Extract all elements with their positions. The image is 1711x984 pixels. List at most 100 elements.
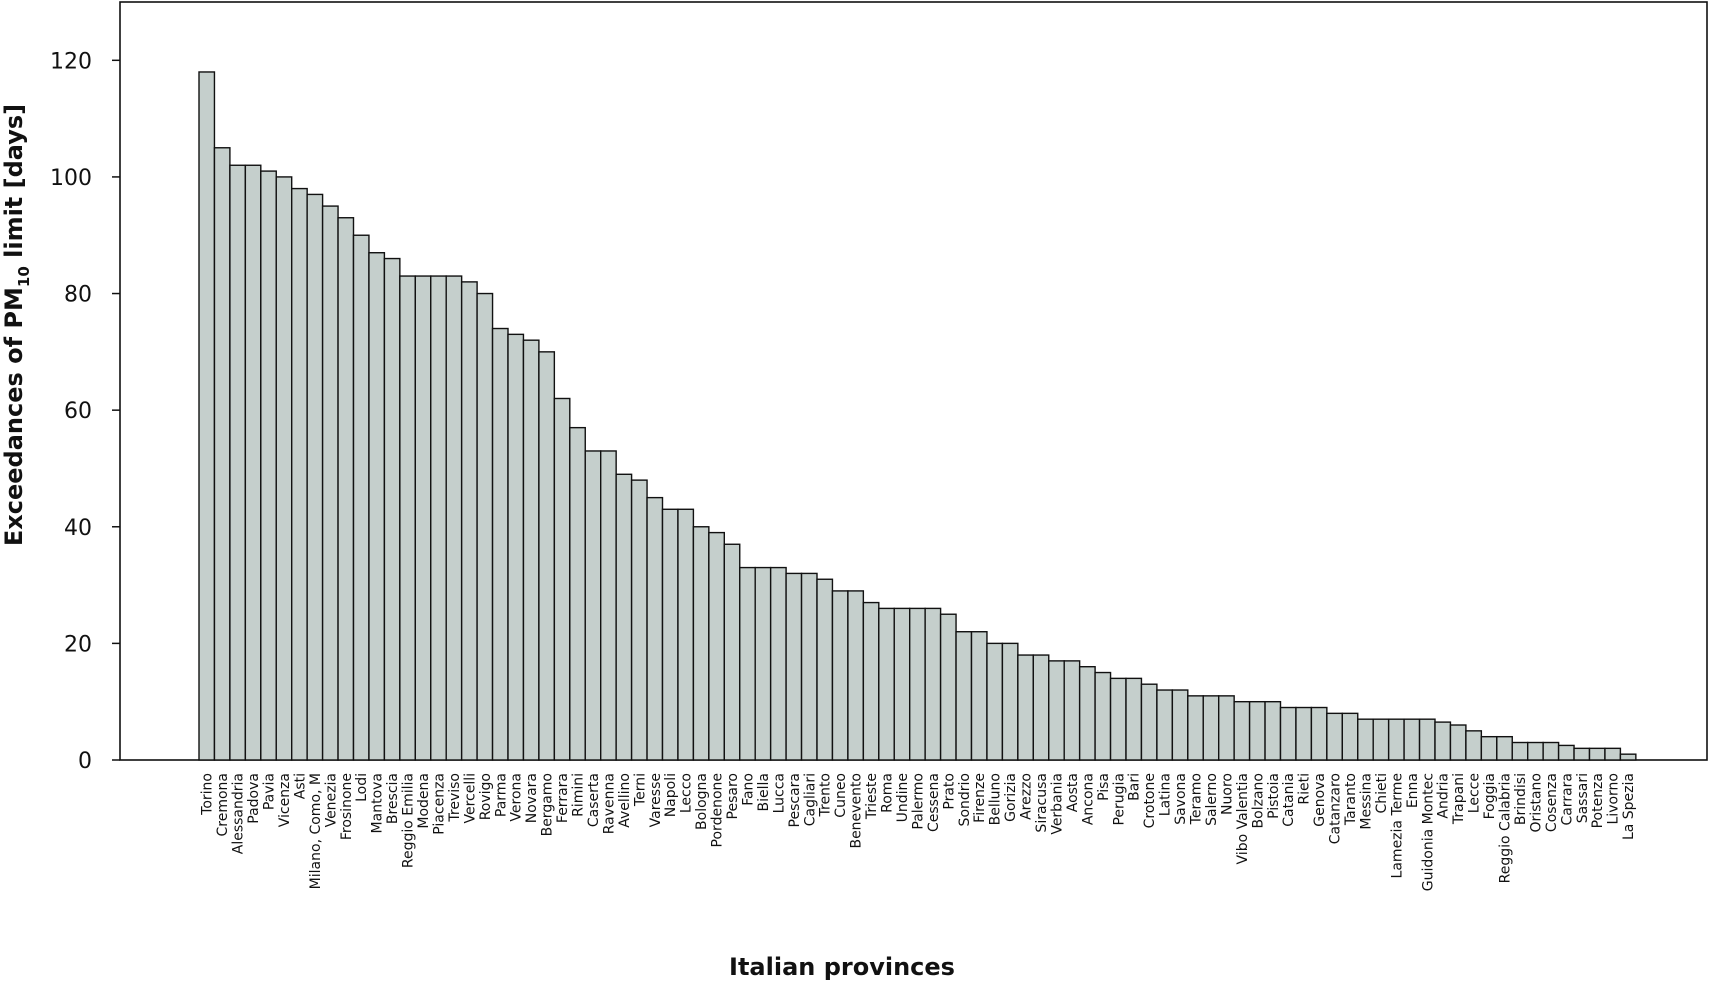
x-category-label: Caserta	[586, 773, 602, 827]
bar-prato	[939, 613, 957, 761]
bar-parma	[491, 327, 509, 761]
bar-cosenza	[1542, 741, 1560, 761]
bar-biella	[754, 566, 772, 761]
x-category-label: Modena	[416, 773, 432, 829]
x-category-label: La Spezia	[1621, 773, 1637, 840]
x-category-label: Rovigo	[478, 773, 494, 820]
bar-terni	[630, 479, 648, 761]
x-category-label: Taranto	[1343, 773, 1359, 826]
x-category-label: Padova	[246, 773, 262, 824]
bar-genova	[1310, 706, 1328, 761]
bar-pesaro	[723, 543, 741, 761]
x-category-label: Lecco	[679, 773, 695, 813]
x-category-label: Catanzaro	[1328, 773, 1344, 844]
y-tick-label: 120	[50, 49, 92, 74]
x-category-label: Ravenna	[601, 773, 617, 834]
bar-chieti	[1372, 718, 1390, 761]
x-category-label: Vibo Valentia	[1235, 773, 1251, 864]
y-tick-label: 80	[64, 283, 92, 308]
bar-fano	[739, 566, 756, 761]
x-category-label: Catania	[1281, 773, 1297, 827]
x-category-label: Verona	[509, 773, 525, 822]
x-category-label: Terni	[632, 773, 648, 807]
bar-cessena	[924, 607, 942, 761]
x-category-label: Alessandria	[231, 773, 247, 854]
x-category-label: Undine	[895, 773, 911, 822]
x-category-label: Fano	[740, 773, 756, 806]
bar-bergamo	[538, 351, 556, 761]
bar-savona	[1171, 689, 1189, 761]
bar-brescia	[383, 257, 401, 761]
bar-siracusa	[1032, 654, 1050, 761]
bar-salerno	[1202, 695, 1220, 761]
bar-pistoia	[1264, 700, 1282, 761]
bar-caserta	[584, 450, 602, 761]
x-category-label: Gorizia	[1003, 773, 1019, 822]
x-category-label: Enna	[1405, 773, 1421, 808]
bar-vercelli	[460, 281, 478, 761]
bar-cremona	[213, 147, 231, 761]
x-category-label: Savona	[1173, 773, 1189, 825]
y-tick-label: 60	[64, 399, 92, 424]
x-category-label: Rimini	[571, 773, 587, 817]
x-category-label: Varesse	[648, 773, 664, 827]
bar-la-spezia	[1619, 753, 1637, 761]
x-category-label: Roma	[880, 773, 896, 813]
bar-guidonia-montec	[1418, 718, 1436, 761]
bar-treviso	[445, 275, 463, 761]
bar-belluno	[986, 642, 1004, 761]
bar-novara	[522, 339, 540, 761]
x-category-label: Pescara	[787, 773, 803, 827]
bar-palermo	[909, 607, 926, 761]
bar-oristano	[1526, 741, 1544, 761]
bar-frosinone	[337, 217, 355, 761]
bar-ancona	[1078, 666, 1096, 761]
bar-benevento	[847, 590, 865, 761]
x-category-label: Potenza	[1590, 773, 1606, 828]
bar-asti	[291, 187, 308, 761]
x-category-label: Bari	[1127, 773, 1143, 801]
x-category-label: Treviso	[447, 773, 463, 823]
x-category-label: Trapani	[1451, 773, 1467, 825]
bar-firenze	[970, 631, 988, 761]
bar-cuneo	[831, 590, 849, 761]
x-axis-title: Italian provinces	[729, 953, 955, 981]
x-category-label: Perugia	[1111, 773, 1127, 826]
bar-bari	[1125, 677, 1143, 761]
x-category-label: Benevento	[849, 773, 865, 849]
x-category-label: Crotone	[1142, 773, 1158, 828]
bar-potenza	[1588, 747, 1606, 761]
x-category-label: Salerno	[1204, 773, 1220, 826]
x-category-label: Aosta	[1065, 773, 1081, 812]
x-category-label: Reggio Calabria	[1498, 773, 1514, 883]
x-category-label: Napoli	[663, 773, 679, 817]
x-category-label: Biella	[756, 773, 772, 811]
bar-milano-como-m	[306, 193, 324, 761]
x-category-label: Pisa	[1096, 773, 1112, 801]
bar-varesse	[646, 496, 664, 761]
x-category-label: Arezzo	[1019, 773, 1035, 820]
bar-pescara	[785, 572, 803, 761]
x-category-label: Novara	[524, 773, 540, 823]
x-category-label: Venezia	[323, 773, 339, 827]
bar-perugia	[1109, 677, 1127, 761]
bar-reggio-emilia	[399, 275, 417, 761]
x-category-label: Oristano	[1528, 773, 1544, 832]
x-category-label: Teramo	[1189, 773, 1205, 825]
bar-crotone	[1140, 683, 1158, 761]
x-category-label: Carrara	[1559, 773, 1575, 826]
x-category-label: Belluno	[988, 773, 1004, 825]
bar-rovigo	[476, 292, 494, 761]
x-category-label: Foggia	[1482, 773, 1498, 819]
bar-pisa	[1094, 671, 1112, 761]
bar-lodi	[352, 234, 370, 761]
bar-andria	[1434, 721, 1452, 761]
x-category-label: Rieti	[1297, 773, 1313, 805]
bar-padova	[244, 164, 262, 761]
bar-nuoro	[1217, 695, 1235, 761]
x-category-label: Brindisi	[1513, 773, 1529, 825]
y-tick-label: 100	[50, 166, 92, 191]
x-category-label: Pesaro	[725, 773, 741, 819]
x-category-label: Cagliari	[802, 773, 818, 826]
x-category-label: Genova	[1312, 773, 1328, 827]
